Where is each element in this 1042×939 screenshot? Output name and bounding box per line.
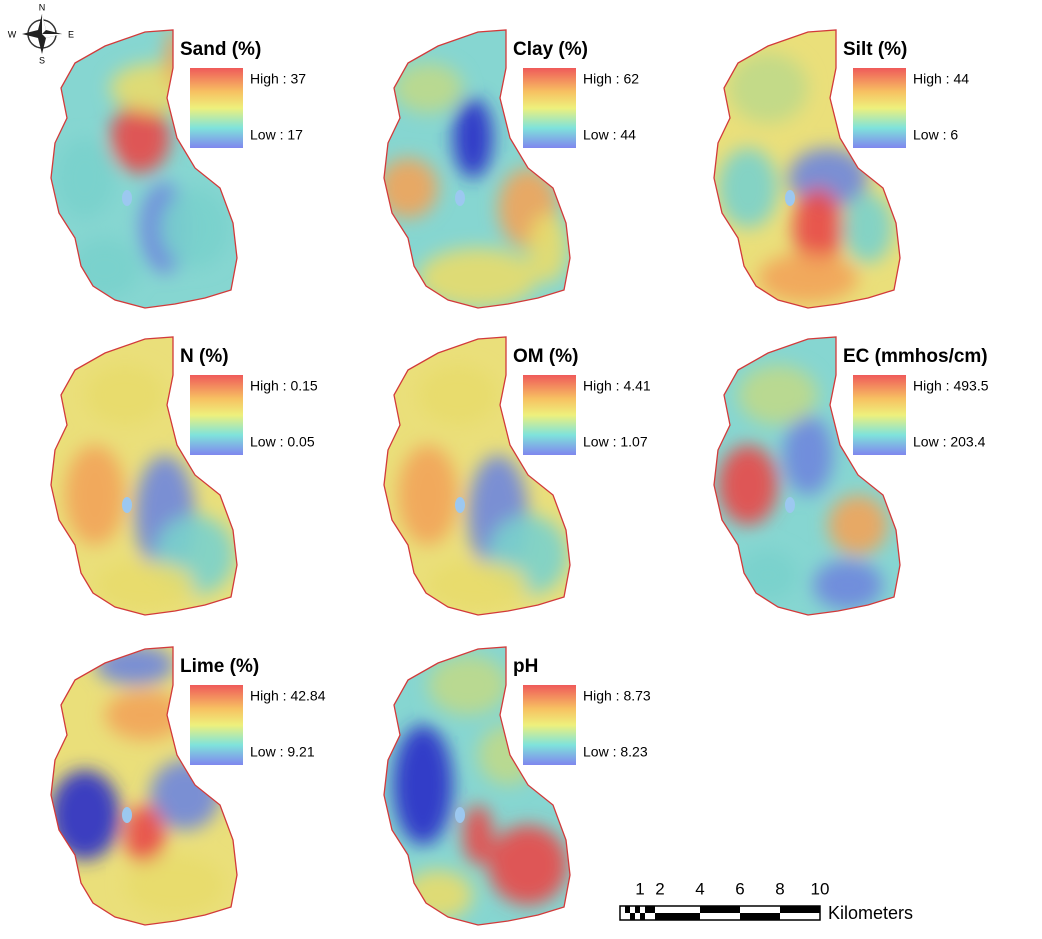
legend-ramp xyxy=(523,685,576,765)
panel-title: OM (%) xyxy=(513,346,578,367)
map-panel: Silt (%) High : 44 Low : 6 xyxy=(708,28,969,318)
map-panel: OM (%) High : 4.41 Low : 1.07 xyxy=(378,335,651,625)
panel-title: Lime (%) xyxy=(180,656,259,677)
compass-w: W xyxy=(8,29,17,39)
legend-high: High : 62 xyxy=(583,71,639,87)
map-panel: N (%) High : 0.15 Low : 0.05 xyxy=(45,335,318,625)
map-panel: pH High : 8.73 Low : 8.23 xyxy=(378,645,651,934)
legend-low: Low : 44 xyxy=(583,127,636,143)
map-panel: EC (mmhos/cm) High : 493.5 Low : 203.4 xyxy=(708,335,989,625)
panel-title: N (%) xyxy=(180,346,229,367)
panel-title: EC (mmhos/cm) xyxy=(843,346,988,367)
compass-n: N xyxy=(39,2,46,12)
legend-high: High : 493.5 xyxy=(913,378,989,394)
legend-low: Low : 203.4 xyxy=(913,434,986,450)
panel-title: Clay (%) xyxy=(513,39,588,60)
scale-unit: Kilometers xyxy=(828,903,913,923)
legend-ramp xyxy=(190,375,243,455)
legend-low: Low : 6 xyxy=(913,127,958,143)
panel-title: Silt (%) xyxy=(843,39,907,60)
compass-s: S xyxy=(39,55,45,65)
scale-tick-label: 6 xyxy=(735,879,744,898)
scale-tick-label: 2 xyxy=(655,879,664,898)
map-panel: Sand (%) High : 37 Low : 17 xyxy=(45,28,306,318)
legend-high: High : 4.41 xyxy=(583,378,651,394)
legend-high: High : 37 xyxy=(250,71,306,87)
compass-e: E xyxy=(68,29,74,39)
reservoir xyxy=(785,497,795,513)
legend-ramp xyxy=(853,375,906,455)
legend-high: High : 44 xyxy=(913,71,969,87)
reservoir xyxy=(455,497,465,513)
legend-low: Low : 8.23 xyxy=(583,744,648,760)
compass: N E S W xyxy=(8,2,74,65)
map-panel: Clay (%) High : 62 Low : 44 xyxy=(378,28,639,318)
legend-low: Low : 1.07 xyxy=(583,434,648,450)
reservoir xyxy=(122,497,132,513)
legend-low: Low : 17 xyxy=(250,127,303,143)
scale-tick-label: 4 xyxy=(695,879,704,898)
reservoir xyxy=(785,190,795,206)
legend-high: High : 42.84 xyxy=(250,688,326,704)
legend-ramp xyxy=(853,68,906,148)
map-panel: Lime (%) High : 42.84 Low : 9.21 xyxy=(45,645,326,934)
reservoir xyxy=(122,807,132,823)
legend-high: High : 8.73 xyxy=(583,688,651,704)
legend-ramp xyxy=(523,375,576,455)
scale-tick-label: 10 xyxy=(811,879,830,898)
reservoir xyxy=(122,190,132,206)
figure: N E S W Kilometers 12 4 6 8 10 Sand (%) High … xyxy=(0,0,1042,934)
scale-tick-label: 8 xyxy=(775,879,784,898)
panel-title: Sand (%) xyxy=(180,39,261,60)
legend-ramp xyxy=(190,685,243,765)
scale-tick-label: 1 xyxy=(635,879,644,898)
legend-low: Low : 9.21 xyxy=(250,744,315,760)
panel-title: pH xyxy=(513,656,538,677)
legend-high: High : 0.15 xyxy=(250,378,318,394)
legend-ramp xyxy=(190,68,243,148)
reservoir xyxy=(455,807,465,823)
legend-low: Low : 0.05 xyxy=(250,434,315,450)
reservoir xyxy=(455,190,465,206)
legend-ramp xyxy=(523,68,576,148)
